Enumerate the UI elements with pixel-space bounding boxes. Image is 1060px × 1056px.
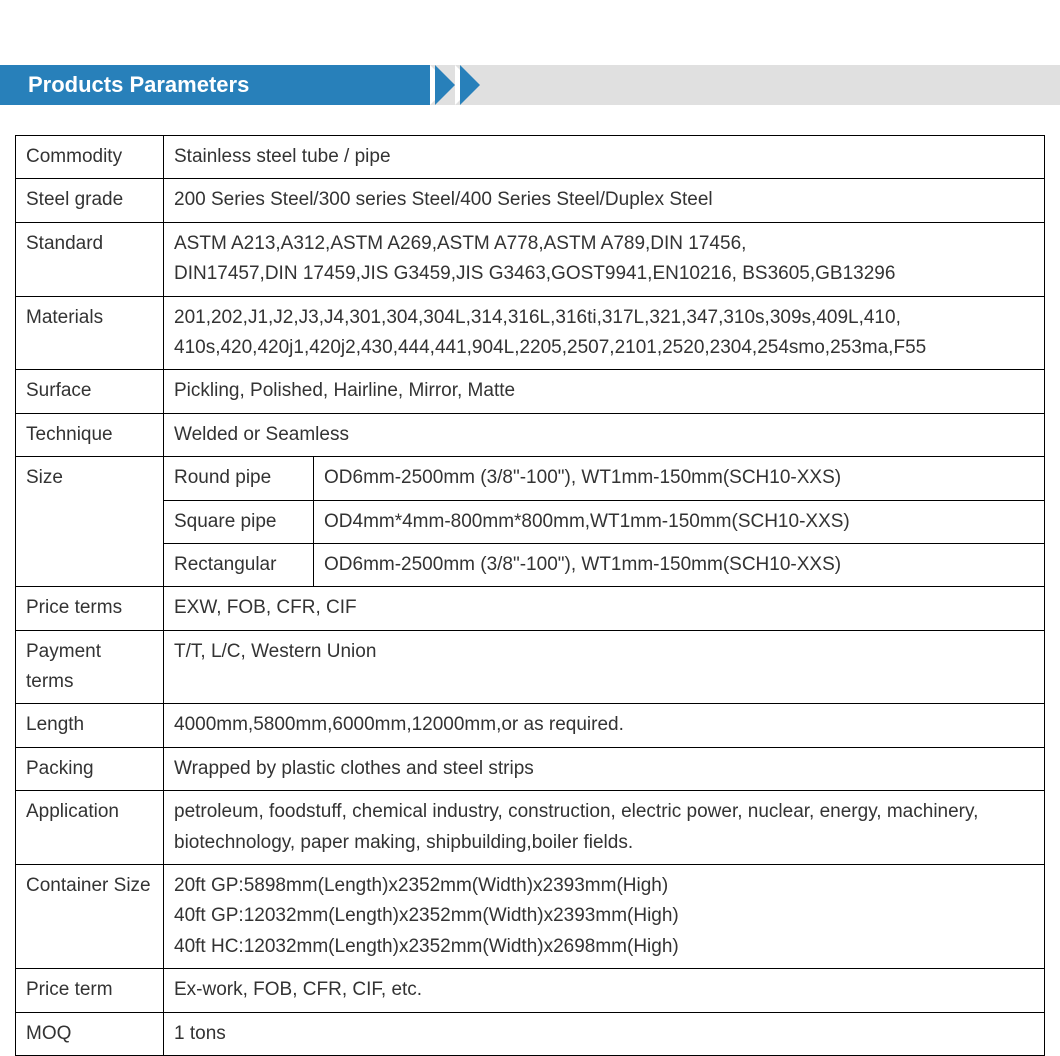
size-sub-label: Square pipe <box>164 500 314 543</box>
table-row: Application petroleum, foodstuff, chemic… <box>16 791 1045 865</box>
size-sub-value: OD4mm*4mm-800mm*800mm,WT1mm-150mm(SCH10-… <box>314 500 1045 543</box>
row-label: MOQ <box>16 1012 164 1055</box>
table-row: Technique Welded or Seamless <box>16 413 1045 456</box>
table-row: Materials 201,202,J1,J2,J3,J4,301,304,30… <box>16 296 1045 370</box>
table-row: MOQ 1 tons <box>16 1012 1045 1055</box>
row-label: Application <box>16 791 164 865</box>
row-value: Pickling, Polished, Hairline, Mirror, Ma… <box>164 370 1045 413</box>
row-label: Materials <box>16 296 164 370</box>
row-label: Length <box>16 704 164 747</box>
table-row: Steel grade 200 Series Steel/300 series … <box>16 179 1045 222</box>
row-label: Standard <box>16 222 164 296</box>
section-header: Products Parameters <box>0 65 1060 105</box>
row-value: Wrapped by plastic clothes and steel str… <box>164 747 1045 790</box>
size-sub-label: Rectangular <box>164 543 314 586</box>
header-fill <box>510 65 1060 105</box>
chevron-decor <box>430 65 510 105</box>
section-title: Products Parameters <box>0 65 430 105</box>
row-value: T/T, L/C, Western Union <box>164 630 1045 704</box>
row-value: 1 tons <box>164 1012 1045 1055</box>
row-value: petroleum, foodstuff, chemical industry,… <box>164 791 1045 865</box>
table-row: Price terms EXW, FOB, CFR, CIF <box>16 587 1045 630</box>
row-value: 201,202,J1,J2,J3,J4,301,304,304L,314,316… <box>164 296 1045 370</box>
row-label: Price term <box>16 969 164 1012</box>
table-row: Standard ASTM A213,A312,ASTM A269,ASTM A… <box>16 222 1045 296</box>
size-sub-label: Round pipe <box>164 457 314 500</box>
table-row: Surface Pickling, Polished, Hairline, Mi… <box>16 370 1045 413</box>
table-row: Price term Ex-work, FOB, CFR, CIF, etc. <box>16 969 1045 1012</box>
row-label: Size <box>16 457 164 587</box>
row-label: Steel grade <box>16 179 164 222</box>
size-sub-value: OD6mm-2500mm (3/8"-100"), WT1mm-150mm(SC… <box>314 457 1045 500</box>
table-row: Size Round pipe OD6mm-2500mm (3/8"-100")… <box>16 457 1045 500</box>
row-value: EXW, FOB, CFR, CIF <box>164 587 1045 630</box>
row-label: Container Size <box>16 865 164 969</box>
table-row: Payment terms T/T, L/C, Western Union <box>16 630 1045 704</box>
parameters-table: Commodity Stainless steel tube / pipe St… <box>15 135 1045 1056</box>
row-value: Ex-work, FOB, CFR, CIF, etc. <box>164 969 1045 1012</box>
row-label: Price terms <box>16 587 164 630</box>
table-row: Commodity Stainless steel tube / pipe <box>16 136 1045 179</box>
row-value: 200 Series Steel/300 series Steel/400 Se… <box>164 179 1045 222</box>
row-value: Stainless steel tube / pipe <box>164 136 1045 179</box>
row-label: Payment terms <box>16 630 164 704</box>
row-label: Technique <box>16 413 164 456</box>
row-value: Welded or Seamless <box>164 413 1045 456</box>
table-row: Length 4000mm,5800mm,6000mm,12000mm,or a… <box>16 704 1045 747</box>
table-row: Container Size 20ft GP:5898mm(Length)x23… <box>16 865 1045 969</box>
row-label: Packing <box>16 747 164 790</box>
row-value: 4000mm,5800mm,6000mm,12000mm,or as requi… <box>164 704 1045 747</box>
row-value: ASTM A213,A312,ASTM A269,ASTM A778,ASTM … <box>164 222 1045 296</box>
row-value: 20ft GP:5898mm(Length)x2352mm(Width)x239… <box>164 865 1045 969</box>
size-sub-value: OD6mm-2500mm (3/8"-100"), WT1mm-150mm(SC… <box>314 543 1045 586</box>
row-label: Commodity <box>16 136 164 179</box>
table-row: Square pipe OD4mm*4mm-800mm*800mm,WT1mm-… <box>16 500 1045 543</box>
table-row: Rectangular OD6mm-2500mm (3/8"-100"), WT… <box>16 543 1045 586</box>
table-row: Packing Wrapped by plastic clothes and s… <box>16 747 1045 790</box>
row-label: Surface <box>16 370 164 413</box>
